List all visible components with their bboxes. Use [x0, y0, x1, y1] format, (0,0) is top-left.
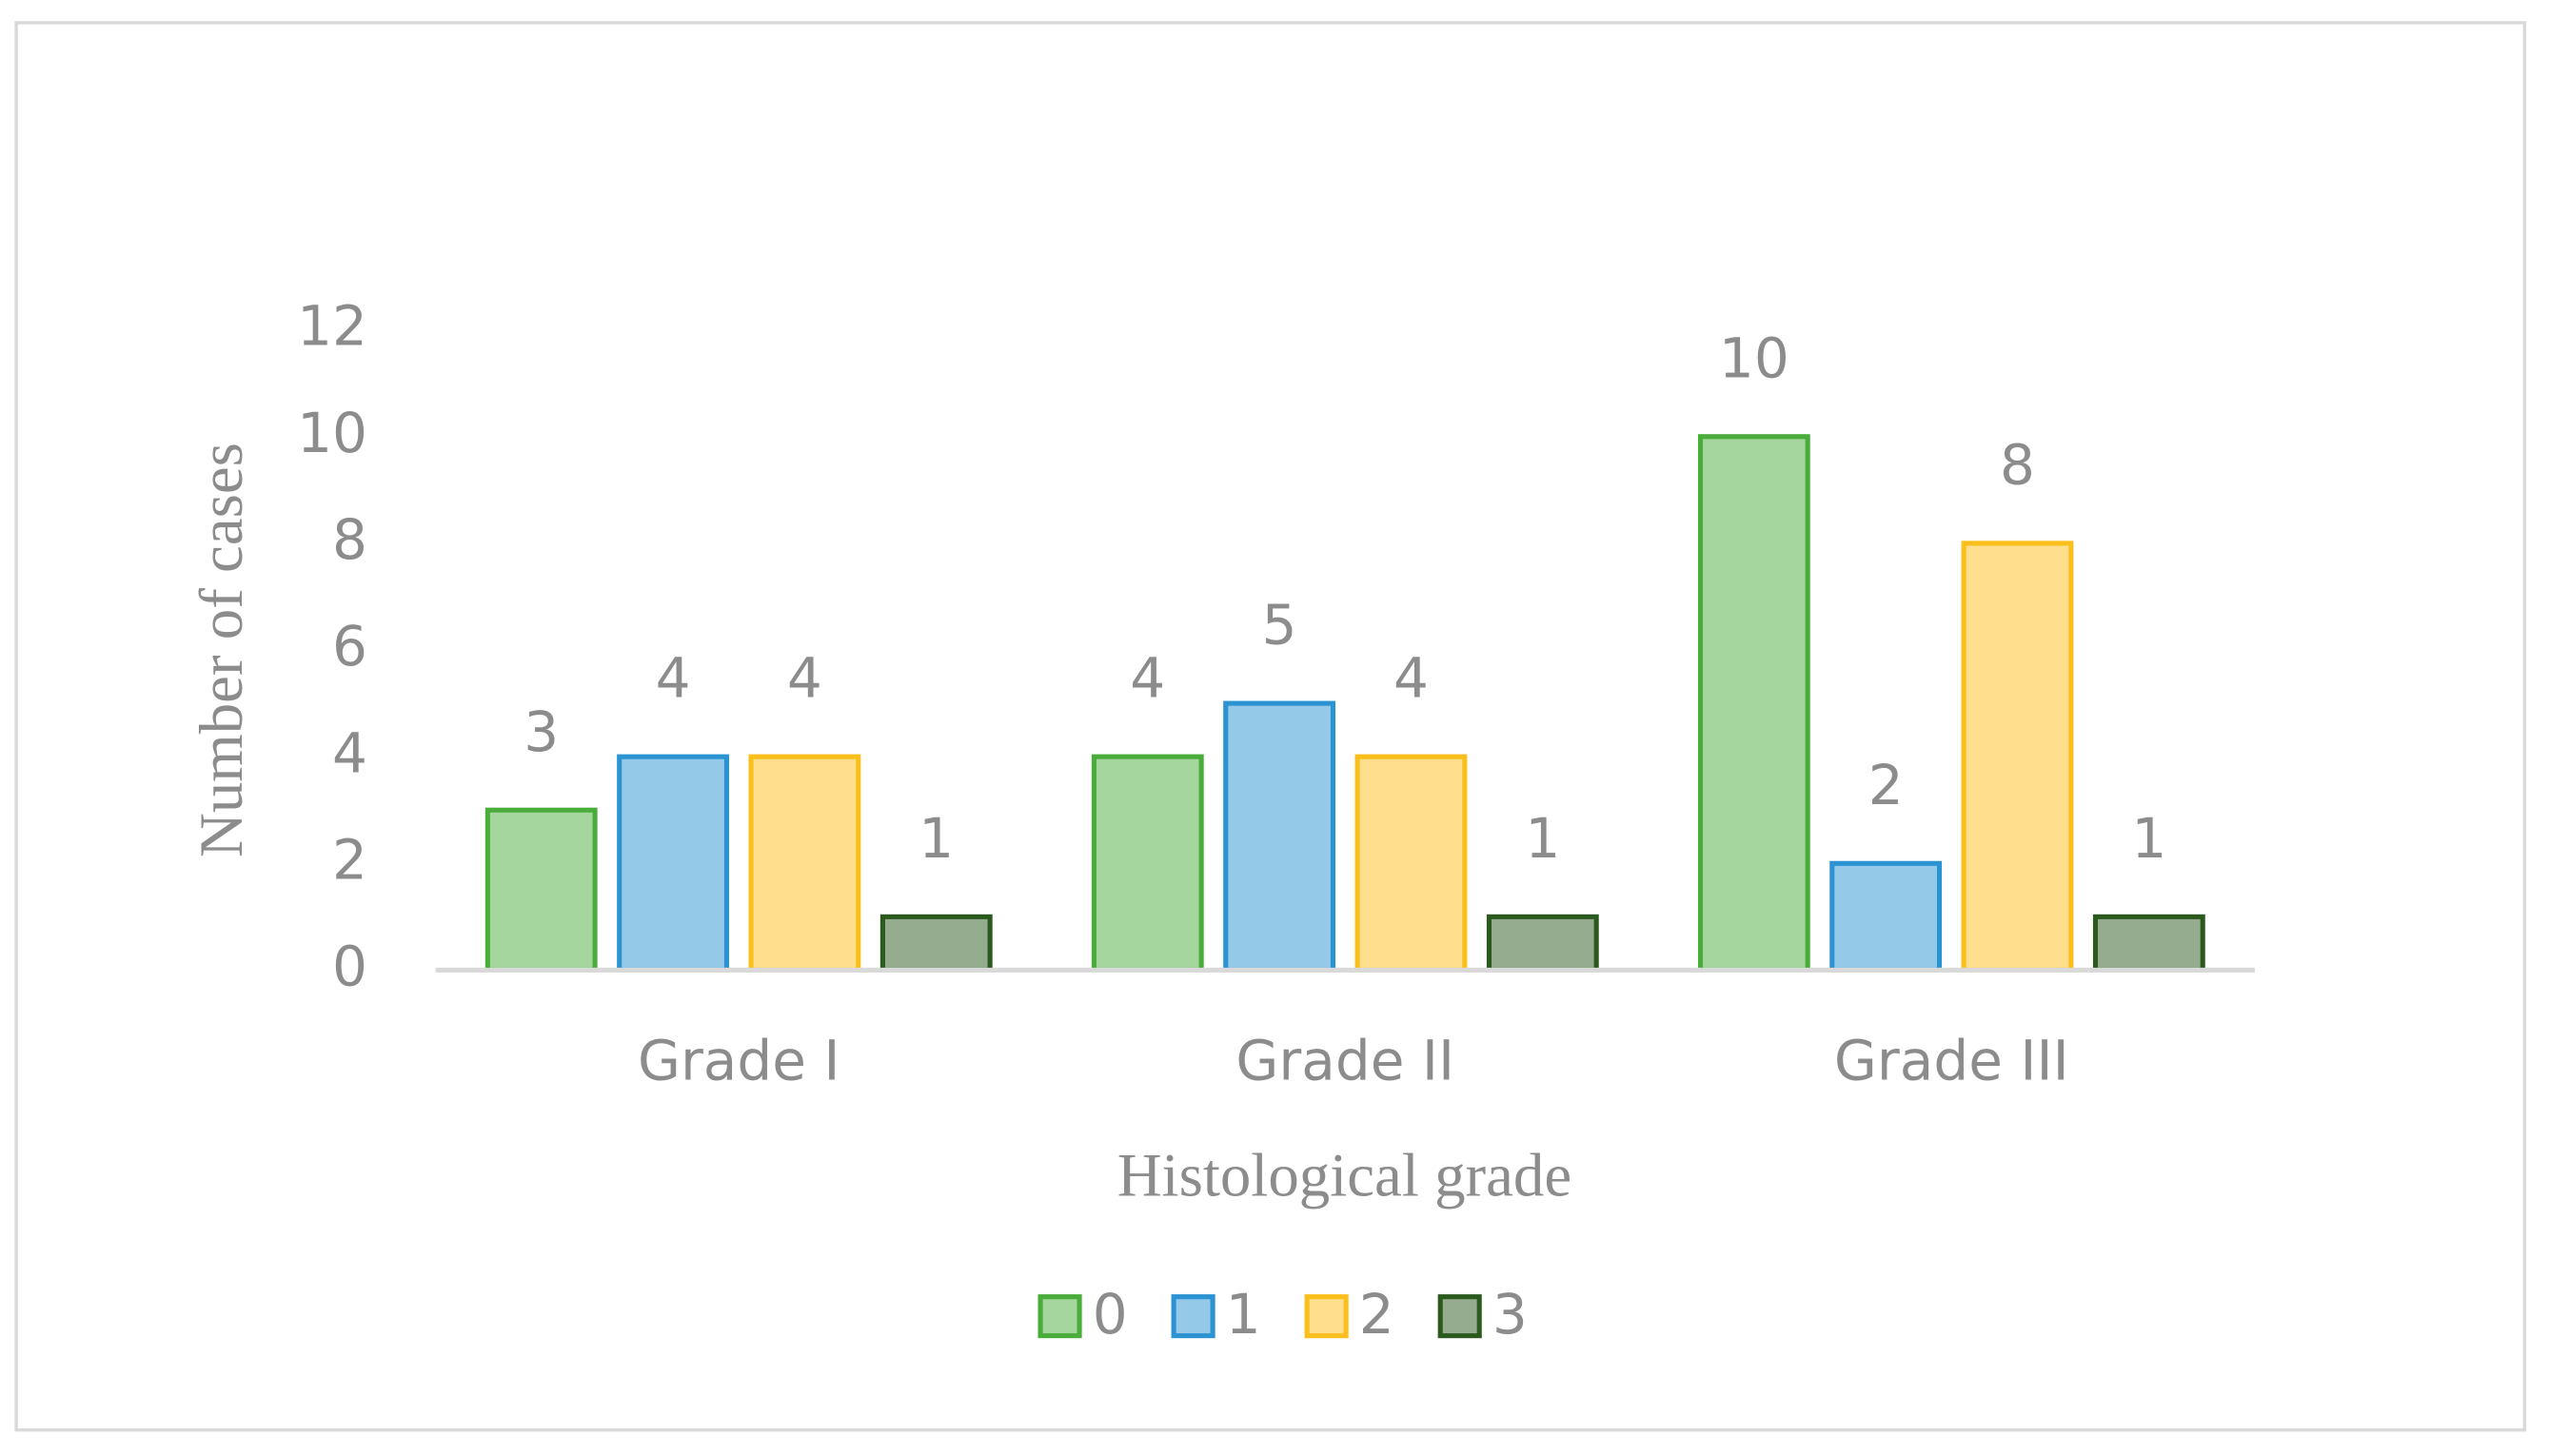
y-tick-label: 8	[332, 507, 367, 572]
y-axis-title: Number of cases	[188, 443, 256, 857]
bar	[1486, 914, 1599, 973]
data-label: 2	[1868, 753, 1904, 817]
y-tick-label: 12	[297, 294, 367, 359]
x-tick-label: Grade III	[1834, 1029, 2069, 1093]
bar	[2092, 914, 2205, 973]
bar	[1091, 754, 1204, 973]
legend-swatch	[1171, 1294, 1215, 1339]
legend-label: 0	[1093, 1282, 1128, 1347]
legend-swatch	[1437, 1294, 1482, 1339]
data-label: 8	[2000, 432, 2035, 497]
y-tick-label: 4	[332, 720, 367, 785]
x-axis-title: Histological grade	[1117, 1141, 1571, 1210]
data-label: 3	[524, 699, 559, 764]
legend-swatch	[1037, 1294, 1082, 1339]
bar	[1354, 754, 1468, 973]
data-label: 4	[1130, 646, 1165, 711]
legend-label: 2	[1359, 1282, 1394, 1347]
x-tick-label: Grade I	[638, 1029, 840, 1093]
data-label: 1	[919, 806, 954, 871]
legend-label: 1	[1226, 1282, 1261, 1347]
data-label: 10	[1719, 325, 1789, 390]
data-label: 4	[787, 646, 822, 711]
bar	[1829, 860, 1943, 973]
data-label: 1	[1525, 806, 1560, 871]
y-tick-label: 2	[332, 827, 367, 892]
legend-swatch	[1304, 1294, 1349, 1339]
y-tick-label: 0	[332, 935, 367, 999]
bar	[1697, 434, 1810, 973]
data-label: 1	[2131, 806, 2166, 871]
bar	[617, 754, 729, 973]
data-label: 5	[1262, 593, 1297, 658]
bar	[879, 914, 993, 973]
y-tick-label: 10	[297, 401, 367, 465]
x-tick-label: Grade II	[1235, 1029, 1454, 1093]
data-label: 4	[1393, 646, 1429, 711]
bar	[1961, 541, 2074, 973]
bar	[1223, 700, 1336, 973]
bar	[748, 754, 861, 973]
bar	[484, 807, 598, 973]
legend-label: 3	[1492, 1282, 1528, 1347]
data-label: 4	[656, 646, 691, 711]
y-tick-label: 6	[332, 614, 367, 679]
